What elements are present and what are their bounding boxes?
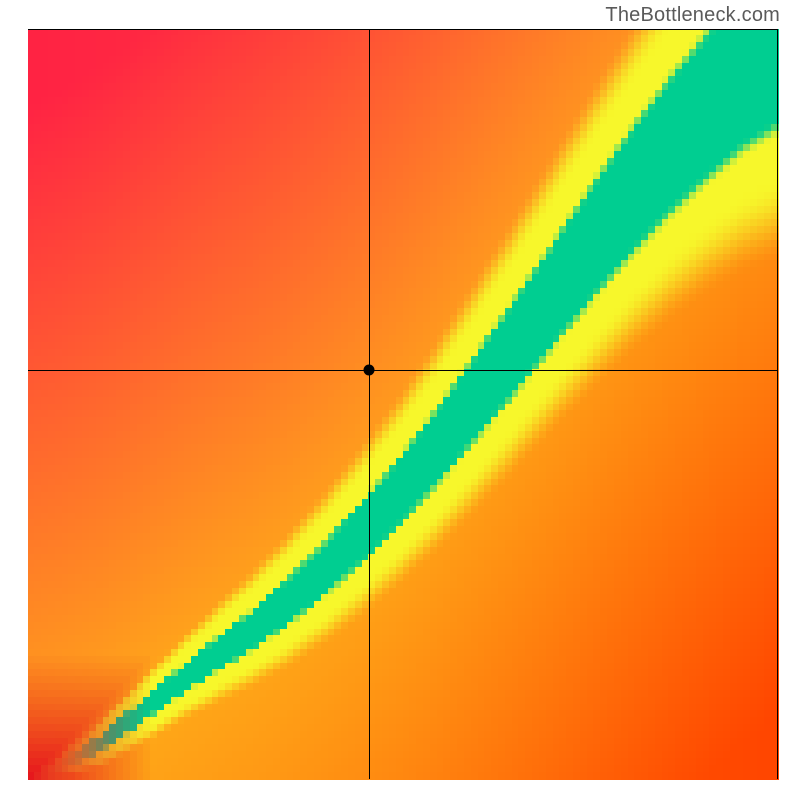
crosshair-horizontal — [28, 370, 778, 371]
chart-container: TheBottleneck.com — [0, 0, 800, 800]
plot-border-top — [28, 29, 778, 30]
watermark-text: TheBottleneck.com — [605, 4, 780, 27]
crosshair-vertical — [369, 29, 370, 779]
heatmap-canvas — [0, 0, 800, 800]
crosshair-marker — [364, 365, 375, 376]
plot-border-right — [777, 29, 778, 779]
